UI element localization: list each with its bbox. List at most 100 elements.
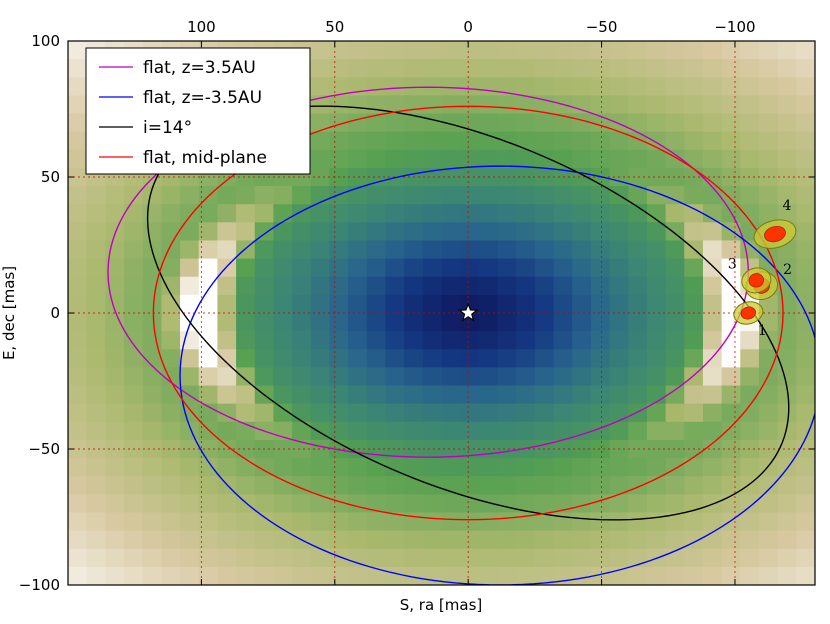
heatmap-cell-30 xyxy=(628,41,648,60)
heatmap-cell-179 xyxy=(422,113,443,133)
heatmap-cell-412 xyxy=(292,222,312,242)
heatmap-cell-141 xyxy=(460,95,480,115)
heatmap-cell-145 xyxy=(534,95,555,115)
heatmap-cell-881 xyxy=(86,439,106,459)
heatmap-cell-330 xyxy=(254,186,275,205)
heatmap-cell-673 xyxy=(684,331,704,350)
heatmap-cell-992 xyxy=(665,476,685,495)
heatmap-cell-938 xyxy=(404,458,424,477)
heatmap-cell-442 xyxy=(105,240,125,260)
heatmap-cell-702 xyxy=(478,349,499,368)
heatmap-cell-919 xyxy=(796,439,815,459)
heatmap-cell-1054 xyxy=(329,512,349,532)
heatmap-cell-224 xyxy=(516,131,536,151)
heatmap-cell-425 xyxy=(534,222,555,242)
heatmap-cell-587 xyxy=(572,294,592,314)
heatmap-cell-1177 xyxy=(385,566,405,585)
star-icon xyxy=(458,302,479,322)
heatmap-cell-629 xyxy=(609,313,629,332)
heatmap-cell-1013 xyxy=(310,494,331,514)
heatmap-cell-797 xyxy=(758,385,779,405)
heatmap-cell-814 xyxy=(329,403,349,423)
heatmap-cell-735 xyxy=(348,367,368,387)
heatmap-cell-451 xyxy=(273,240,293,260)
heatmap-cell-197 xyxy=(758,113,779,133)
heatmap-cell-525 xyxy=(161,276,181,296)
heatmap-cell-932 xyxy=(292,458,312,477)
heatmap-cell-389 xyxy=(609,204,629,223)
heatmap-cell-133 xyxy=(310,95,331,115)
heatmap-cell-1126 xyxy=(180,548,200,568)
heatmap-cell-729 xyxy=(236,367,256,387)
heatmap-cell-275 xyxy=(721,149,741,169)
heatmap-cell-120 xyxy=(68,95,88,115)
heatmap-cell-78 xyxy=(777,59,797,78)
heatmap-cell-1146 xyxy=(553,548,573,568)
heatmap-cell-994 xyxy=(702,476,723,495)
heatmap-cell-676 xyxy=(740,331,760,350)
heatmap-cell-184 xyxy=(516,113,536,133)
heatmap-cell-730 xyxy=(254,367,275,387)
heatmap-cell-194 xyxy=(702,113,723,133)
heatmap-cell-114 xyxy=(702,77,723,96)
heatmap-cell-278 xyxy=(777,149,797,169)
heatmap-cell-1023 xyxy=(497,494,517,514)
heatmap-cell-326 xyxy=(180,186,200,205)
heatmap-cell-492 xyxy=(292,258,312,278)
heatmap-cell-940 xyxy=(441,458,461,477)
heatmap-cell-118 xyxy=(777,77,797,96)
heatmap-cell-721 xyxy=(86,367,106,387)
heatmap-cell-481 xyxy=(86,258,106,278)
heatmap-cell-594 xyxy=(702,294,723,314)
heatmap-cell-460 xyxy=(441,240,461,260)
heatmap-cell-19 xyxy=(422,41,443,60)
heatmap-cell-382 xyxy=(478,204,499,223)
heatmap-cell-807 xyxy=(198,403,218,423)
heatmap-cell-584 xyxy=(516,294,536,314)
heatmap-cell-175 xyxy=(348,113,368,133)
heatmap-cell-384 xyxy=(516,204,536,223)
heatmap-cell-461 xyxy=(460,240,480,260)
heatmap-cell-215 xyxy=(348,131,368,151)
heatmap-cell-941 xyxy=(460,458,480,477)
heatmap-cell-1012 xyxy=(292,494,312,514)
heatmap-cell-102 xyxy=(478,77,499,96)
heatmap-cell-463 xyxy=(497,240,517,260)
heatmap-cell-648 xyxy=(217,331,237,350)
heatmap-cell-698 xyxy=(404,349,424,368)
heatmap-cell-866 xyxy=(553,421,573,441)
heatmap-cell-843 xyxy=(124,421,144,441)
heatmap-cell-139 xyxy=(422,95,443,115)
heatmap-cell-945 xyxy=(534,458,555,477)
heatmap-cell-1147 xyxy=(572,548,592,568)
heatmap-cell-778 xyxy=(404,385,424,405)
heatmap-cell-1005 xyxy=(161,494,181,514)
heatmap-cell-347 xyxy=(572,186,592,205)
heatmap-cell-238 xyxy=(777,131,797,151)
heatmap-cell-1043 xyxy=(124,512,144,532)
heatmap-cell-1020 xyxy=(441,494,461,514)
heatmap-cell-69 xyxy=(609,59,629,78)
heatmap-cell-97 xyxy=(385,77,405,96)
x-tick-label-3: −50 xyxy=(586,18,618,36)
heatmap-cell-993 xyxy=(684,476,704,495)
heatmap-cell-824 xyxy=(516,403,536,423)
heatmap-cell-780 xyxy=(441,385,461,405)
heatmap-cell-1104 xyxy=(516,530,536,550)
heatmap-cell-732 xyxy=(292,367,312,387)
heatmap-cell-878 xyxy=(777,421,797,441)
heatmap-cell-795 xyxy=(721,385,741,405)
heatmap-cell-602 xyxy=(105,313,125,332)
heatmap-cell-647 xyxy=(198,331,218,350)
heatmap-cell-1108 xyxy=(590,530,611,550)
heatmap-cell-1045 xyxy=(161,512,181,532)
heatmap-cell-828 xyxy=(590,403,611,423)
heatmap-cell-334 xyxy=(329,186,349,205)
heatmap-cell-319 xyxy=(796,167,815,187)
heatmap-cell-670 xyxy=(628,331,648,350)
heatmap-cell-157 xyxy=(758,95,779,115)
heatmap-cell-255 xyxy=(348,149,368,169)
heatmap-cell-365 xyxy=(161,204,181,223)
heatmap-cell-279 xyxy=(796,149,815,169)
y-tick-label-1: 50 xyxy=(41,168,60,186)
